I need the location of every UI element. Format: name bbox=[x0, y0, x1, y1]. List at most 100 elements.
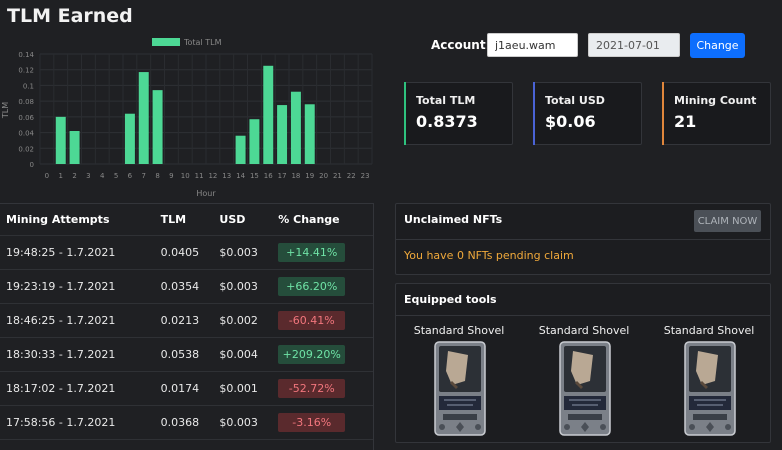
row-tlm: 0.0354 bbox=[160, 280, 200, 293]
x-tick-label: 23 bbox=[361, 172, 370, 180]
row-tlm: 0.0213 bbox=[160, 314, 200, 327]
account-input[interactable] bbox=[487, 33, 578, 57]
stat-label: Total USD bbox=[545, 94, 605, 107]
x-tick-label: 0 bbox=[45, 172, 49, 180]
tools-panel-title: Equipped tools bbox=[404, 293, 497, 306]
shovel-card-icon bbox=[684, 341, 736, 436]
x-tick-label: 17 bbox=[278, 172, 287, 180]
bar-15 bbox=[249, 119, 260, 164]
stat-value: 21 bbox=[674, 112, 697, 131]
x-tick-label: 3 bbox=[86, 172, 90, 180]
change-badge: -60.41% bbox=[278, 311, 346, 330]
stat-label: Total TLM bbox=[416, 94, 476, 107]
bar-16 bbox=[263, 65, 274, 164]
x-tick-label: 20 bbox=[319, 172, 328, 180]
x-tick-label: 13 bbox=[222, 172, 231, 180]
equipped-tools-panel: Equipped tools Standard Shovel Standard … bbox=[395, 283, 771, 443]
divider bbox=[396, 315, 770, 316]
total-tlm-card: Total TLM 0.8373 bbox=[404, 82, 513, 145]
x-tick-label: 18 bbox=[291, 172, 300, 180]
row-time: 18:46:25 - 1.7.2021 bbox=[6, 314, 116, 327]
stat-value: 0.8373 bbox=[416, 112, 478, 131]
y-tick-label: 0.14 bbox=[18, 51, 34, 59]
y-axis-ticks: 0 0.02 0.04 0.06 0.08 0.1 0.12 0.14 bbox=[18, 51, 34, 169]
row-usd: $0.001 bbox=[219, 382, 258, 395]
chart-grid bbox=[39, 53, 373, 165]
row-tlm: 0.0368 bbox=[160, 416, 200, 429]
y-tick-label: 0.08 bbox=[18, 98, 34, 106]
change-badge: -52.72% bbox=[278, 379, 346, 398]
table-row: 18:46:25 - 1.7.2021 0.0213 $0.002 -60.41… bbox=[0, 304, 373, 338]
y-axis-label: TLM bbox=[1, 102, 10, 119]
header-change: % Change bbox=[278, 213, 340, 226]
nft-panel-title: Unclaimed NFTs bbox=[404, 213, 503, 226]
date-input[interactable] bbox=[588, 33, 680, 57]
table-row: 18:17:02 - 1.7.2021 0.0174 $0.001 -52.72… bbox=[0, 372, 373, 406]
bar-7 bbox=[138, 72, 149, 164]
stat-label: Mining Count bbox=[674, 94, 757, 107]
page-title: TLM Earned bbox=[7, 5, 133, 27]
header-mining-attempts: Mining Attempts bbox=[6, 213, 110, 226]
x-axis-label: Hour bbox=[196, 189, 216, 198]
bar-19 bbox=[304, 104, 315, 164]
divider bbox=[396, 239, 770, 240]
legend-label: Total TLM bbox=[183, 38, 222, 47]
claim-now-button[interactable]: CLAIM NOW bbox=[694, 210, 761, 232]
x-tick-label: 22 bbox=[347, 172, 356, 180]
x-tick-label: 6 bbox=[128, 172, 133, 180]
x-tick-label: 19 bbox=[305, 172, 314, 180]
row-usd: $0.003 bbox=[219, 280, 258, 293]
tool-name: Standard Shovel bbox=[413, 324, 505, 337]
y-tick-label: 0.12 bbox=[18, 67, 34, 75]
table-row: 18:30:33 - 1.7.2021 0.0538 $0.004 +209.2… bbox=[0, 338, 373, 372]
row-tlm: 0.0174 bbox=[160, 382, 200, 395]
tool-item[interactable]: Standard Shovel bbox=[654, 324, 764, 439]
row-tlm: 0.0538 bbox=[160, 348, 200, 361]
row-usd: $0.003 bbox=[219, 416, 258, 429]
row-time: 19:23:19 - 1.7.2021 bbox=[6, 280, 116, 293]
row-usd: $0.002 bbox=[219, 314, 258, 327]
tool-name: Standard Shovel bbox=[663, 324, 755, 337]
x-tick-label: 21 bbox=[333, 172, 342, 180]
table-row: 19:23:19 - 1.7.2021 0.0354 $0.003 +66.20… bbox=[0, 270, 373, 304]
x-tick-label: 12 bbox=[208, 172, 217, 180]
row-time: 18:17:02 - 1.7.2021 bbox=[6, 382, 116, 395]
table-row: 19:48:25 - 1.7.2021 0.0405 $0.003 +14.41… bbox=[0, 236, 373, 270]
chart-bars bbox=[55, 65, 315, 164]
x-tick-label: 9 bbox=[169, 172, 173, 180]
bar-14 bbox=[235, 135, 246, 164]
x-tick-label: 15 bbox=[250, 172, 259, 180]
x-tick-label: 10 bbox=[181, 172, 190, 180]
table-row: 17:58:56 - 1.7.2021 0.0368 $0.003 -3.16% bbox=[0, 406, 373, 440]
legend-swatch bbox=[152, 38, 180, 46]
header-usd: USD bbox=[219, 213, 246, 226]
x-tick-label: 11 bbox=[195, 172, 204, 180]
y-tick-label: 0 bbox=[30, 161, 34, 169]
change-badge: +14.41% bbox=[278, 243, 346, 262]
account-label: Account: bbox=[431, 38, 491, 52]
tool-item[interactable]: Standard Shovel bbox=[529, 324, 639, 439]
bar-6 bbox=[124, 113, 135, 164]
row-usd: $0.003 bbox=[219, 246, 258, 259]
mining-table: Mining Attempts TLM USD % Change 19:48:2… bbox=[0, 203, 374, 450]
total-usd-card: Total USD $0.06 bbox=[533, 82, 642, 145]
row-time: 17:58:56 - 1.7.2021 bbox=[6, 416, 116, 429]
x-axis-ticks: 0 1 2 3 4 5 6 7 8 9 10 11 12 13 14 15 16 17 18 19 20 21 22 23 bbox=[45, 172, 370, 180]
bar-18 bbox=[290, 91, 301, 164]
change-badge: -3.16% bbox=[278, 413, 346, 432]
bar-17 bbox=[277, 105, 288, 164]
bar-2 bbox=[69, 131, 80, 164]
x-tick-label: 4 bbox=[100, 172, 105, 180]
x-tick-label: 5 bbox=[114, 172, 118, 180]
x-tick-label: 16 bbox=[264, 172, 273, 180]
y-tick-label: 0.02 bbox=[18, 145, 34, 153]
x-tick-label: 1 bbox=[59, 172, 63, 180]
change-button[interactable]: Change bbox=[690, 33, 745, 58]
stat-value: $0.06 bbox=[545, 112, 596, 131]
shovel-card-icon bbox=[559, 341, 611, 436]
tool-item[interactable]: Standard Shovel bbox=[404, 324, 514, 439]
x-tick-label: 2 bbox=[72, 172, 76, 180]
row-tlm: 0.0405 bbox=[160, 246, 200, 259]
bar-8 bbox=[152, 90, 163, 164]
